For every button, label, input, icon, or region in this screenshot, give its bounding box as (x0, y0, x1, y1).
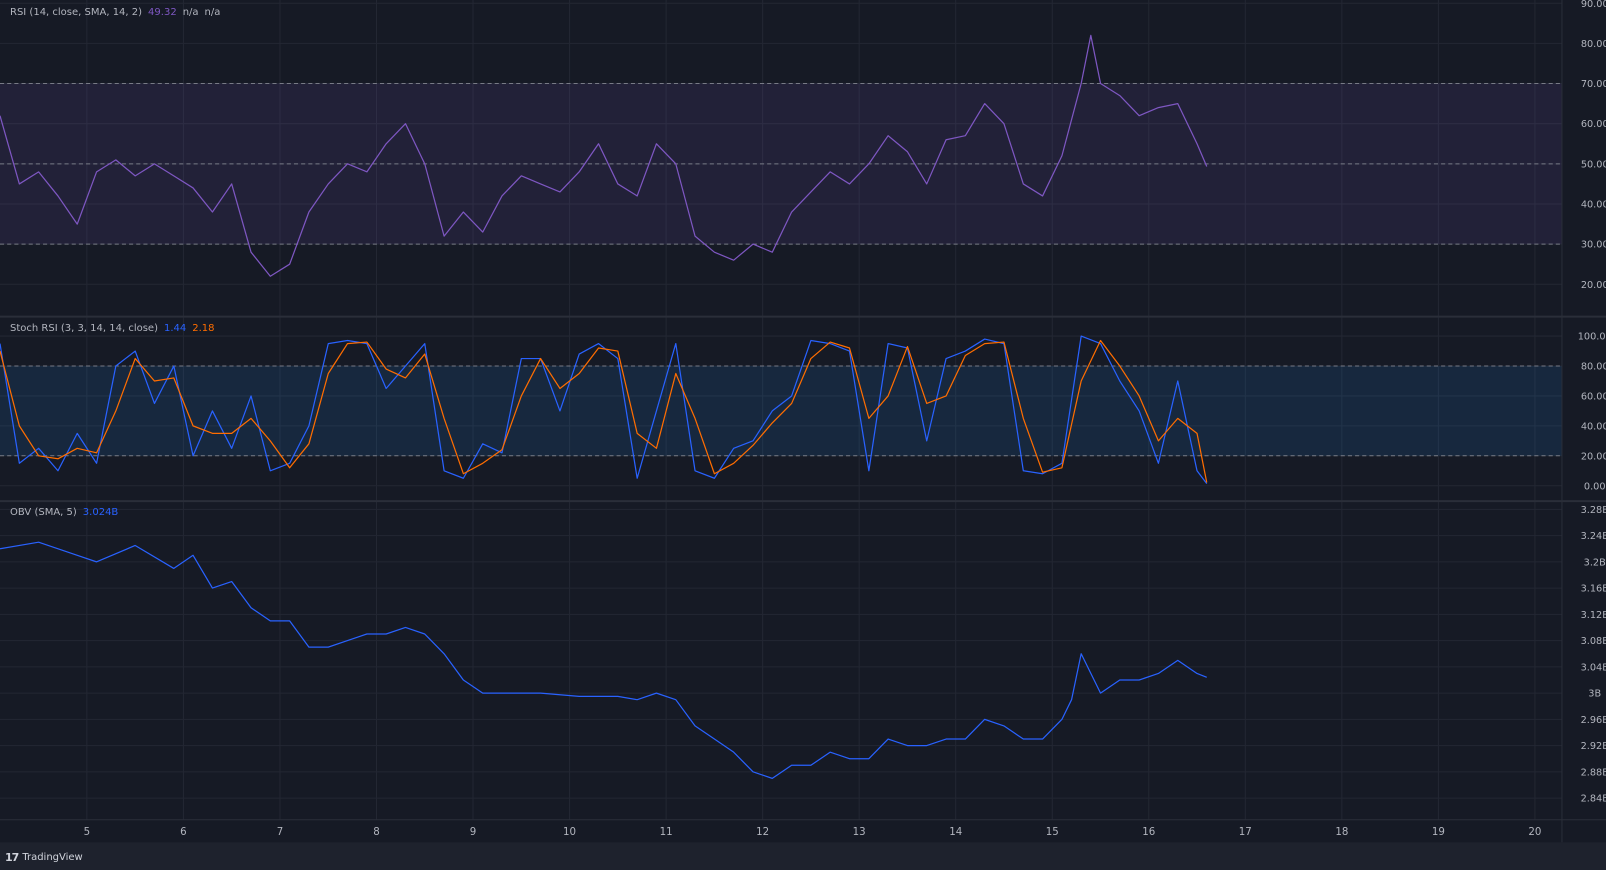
x-tick-label: 19 (1432, 826, 1445, 838)
rsi-y-tick-label: 40.00 (1581, 200, 1606, 211)
stoch-y-tick-label: 100.00 (1578, 332, 1606, 343)
x-tick-label: 7 (277, 826, 284, 838)
bottom-bar (0, 842, 1606, 870)
obv-y-tick-label: 3.12B (1581, 610, 1606, 621)
obv-legend-title: OBV (SMA, 5) (10, 507, 77, 518)
rsi-y-tick-label: 80.00 (1581, 39, 1606, 50)
x-tick-label: 9 (470, 826, 477, 838)
obv-y-tick-label: 2.92B (1581, 741, 1606, 752)
x-tick-label: 5 (84, 826, 91, 838)
obv-y-tick-label: 3.24B (1581, 531, 1606, 542)
obv-y-tick-label: 3.28B (1581, 505, 1606, 516)
stoch-d-line (0, 339, 1208, 483)
rsi-line (0, 34, 1208, 277)
rsi-legend-na2: n/a (204, 7, 221, 18)
rsi-y-tick-label: 60.00 (1581, 119, 1606, 130)
obv-y-tick-label: 3.04B (1581, 662, 1606, 673)
stoch-legend-title: Stoch RSI (3, 3, 14, 14, close) (10, 323, 158, 334)
obv-y-tick-label: 2.96B (1581, 715, 1606, 726)
stoch-y-tick-label: 80.00 (1581, 362, 1606, 373)
x-tick-label: 8 (373, 826, 380, 838)
obv-y-tick-label: 3.16B (1581, 584, 1606, 595)
stoch-y-tick-label: 40.00 (1581, 421, 1606, 432)
stoch-y-tick-label: 0.00 (1584, 481, 1606, 492)
obv-y-tick-label: 3B (1588, 689, 1601, 700)
stoch-legend-d: 2.18 (192, 323, 215, 334)
x-tick-label: 20 (1528, 826, 1541, 838)
rsi-y-tick-label: 70.00 (1581, 79, 1606, 90)
x-tick-label: 14 (949, 826, 962, 838)
rsi-legend-value: 49.32 (148, 7, 177, 18)
obv-y-tick-label: 3.2B (1584, 557, 1606, 568)
x-tick-label: 12 (756, 826, 769, 838)
x-tick-label: 15 (1046, 826, 1059, 838)
stoch-y-tick-label: 60.00 (1581, 392, 1606, 403)
stoch-band (0, 365, 1562, 456)
stoch-legend: Stoch RSI (3, 3, 14, 14, close) 1.44 2.1… (10, 322, 215, 335)
rsi-y-tick-label: 30.00 (1581, 240, 1606, 251)
obv-y-tick-label: 3.08B (1581, 636, 1606, 647)
rsi-legend-na1: n/a (182, 7, 199, 18)
stoch-k-line (0, 335, 1208, 484)
rsi-legend: RSI (14, close, SMA, 14, 2) 49.32 n/a n/… (10, 6, 220, 19)
tradingview-logo-mark: 17 (5, 851, 19, 864)
obv-line (0, 541, 1207, 780)
stoch-legend-k: 1.44 (164, 323, 187, 334)
x-tick-label: 6 (180, 826, 187, 838)
obv-legend-value: 3.024B (82, 507, 119, 518)
x-tick-label: 10 (563, 826, 576, 838)
stoch-y-tick-label: 20.00 (1581, 451, 1606, 462)
obv-y-tick-label: 2.84B (1581, 794, 1606, 805)
obv-y-tick-label: 2.88B (1581, 767, 1606, 778)
rsi-y-tick-label: 20.00 (1581, 280, 1606, 291)
rsi-y-tick-label: 50.00 (1581, 159, 1606, 170)
x-tick-label: 18 (1335, 826, 1348, 838)
x-tick-label: 11 (660, 826, 673, 838)
x-tick-label: 16 (1142, 826, 1155, 838)
x-tick-label: 13 (853, 826, 866, 838)
rsi-y-tick-label: 90.00 (1581, 0, 1606, 10)
rsi-legend-title: RSI (14, close, SMA, 14, 2) (10, 7, 143, 18)
tradingview-brand: TradingView (22, 852, 83, 863)
tradingview-logo: 17 TradingView (5, 851, 83, 865)
obv-legend: OBV (SMA, 5) 3.024B (10, 506, 118, 519)
x-tick-label: 17 (1239, 826, 1252, 838)
